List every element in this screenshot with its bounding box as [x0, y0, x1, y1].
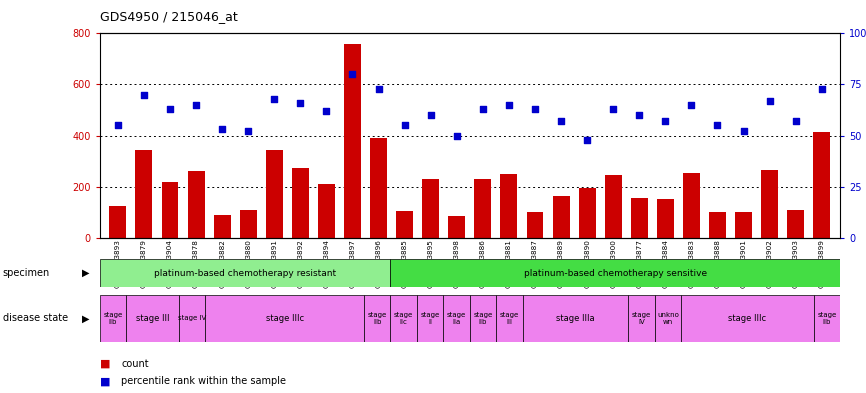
Text: GDS4950 / 215046_at: GDS4950 / 215046_at — [100, 10, 237, 23]
Text: specimen: specimen — [3, 268, 50, 278]
Bar — [205, 295, 364, 342]
Bar — [364, 295, 391, 342]
Text: stage IIIa: stage IIIa — [556, 314, 595, 323]
Point — [215, 126, 229, 132]
Bar — [527, 212, 544, 238]
Point — [397, 122, 411, 129]
Bar — [266, 150, 282, 238]
Bar — [523, 295, 629, 342]
Text: ■: ■ — [100, 358, 110, 369]
Point — [242, 129, 255, 135]
Bar — [162, 182, 178, 238]
Text: stage
IIb: stage IIb — [103, 312, 122, 325]
Text: platinum-based chemotherapy resistant: platinum-based chemotherapy resistant — [154, 269, 336, 277]
Point — [632, 112, 646, 118]
Point — [554, 118, 568, 125]
Point — [815, 85, 829, 92]
Text: stage
IIb: stage IIb — [368, 312, 387, 325]
Text: unkno
wn: unkno wn — [657, 312, 679, 325]
Bar — [240, 209, 256, 238]
Bar — [496, 295, 523, 342]
Point — [189, 102, 203, 108]
Text: ■: ■ — [100, 376, 110, 386]
Bar — [391, 295, 417, 342]
Point — [528, 106, 542, 112]
Point — [711, 122, 725, 129]
Bar — [214, 215, 230, 238]
Bar — [604, 175, 622, 238]
Point — [580, 136, 594, 143]
Point — [320, 108, 333, 114]
Bar — [344, 44, 361, 238]
Bar — [630, 198, 648, 238]
Point — [684, 102, 698, 108]
Text: stage
II: stage II — [421, 312, 440, 325]
Point — [346, 71, 359, 77]
Bar — [449, 216, 465, 238]
Bar — [417, 295, 443, 342]
Point — [449, 132, 463, 139]
Text: stage
III: stage III — [500, 312, 519, 325]
Point — [737, 129, 751, 135]
Bar — [553, 196, 570, 238]
Bar — [396, 211, 413, 238]
Text: stage IIIc: stage IIIc — [728, 314, 766, 323]
Text: stage
IV: stage IV — [632, 312, 651, 325]
Point — [423, 112, 437, 118]
Text: stage
IIb: stage IIb — [818, 312, 837, 325]
Point — [502, 102, 516, 108]
Bar — [709, 212, 726, 238]
Point — [294, 100, 307, 106]
Point — [372, 85, 385, 92]
Point — [658, 118, 672, 125]
Bar — [469, 295, 496, 342]
Text: stage III: stage III — [136, 314, 169, 323]
Point — [268, 95, 281, 102]
Bar — [475, 179, 491, 238]
Text: ▶: ▶ — [81, 313, 89, 323]
Text: platinum-based chemotherapy sensitive: platinum-based chemotherapy sensitive — [524, 269, 707, 277]
Point — [476, 106, 490, 112]
Bar — [683, 173, 700, 238]
Bar — [100, 295, 126, 342]
Point — [763, 98, 777, 104]
Bar — [813, 132, 830, 238]
Point — [163, 106, 177, 112]
Point — [789, 118, 803, 125]
Bar — [657, 199, 674, 238]
Bar — [682, 295, 813, 342]
Bar — [370, 138, 387, 238]
Point — [606, 106, 620, 112]
Text: stage
IIa: stage IIa — [447, 312, 466, 325]
Text: stage
IIc: stage IIc — [394, 312, 413, 325]
Text: stage IIIc: stage IIIc — [266, 314, 304, 323]
Bar — [655, 295, 682, 342]
Point — [137, 92, 151, 98]
Text: ▶: ▶ — [81, 268, 89, 278]
Bar — [179, 295, 205, 342]
Text: count: count — [121, 358, 149, 369]
Bar — [443, 295, 469, 342]
Bar — [109, 206, 126, 238]
Text: stage IV: stage IV — [178, 315, 206, 321]
Bar — [735, 212, 752, 238]
Text: disease state: disease state — [3, 313, 68, 323]
Bar — [318, 184, 335, 238]
Bar — [501, 174, 517, 238]
Bar — [188, 171, 204, 238]
Bar — [135, 150, 152, 238]
Bar — [787, 209, 805, 238]
Text: percentile rank within the sample: percentile rank within the sample — [121, 376, 287, 386]
Bar — [292, 167, 309, 238]
Bar — [126, 295, 179, 342]
Bar — [578, 188, 596, 238]
Bar — [629, 295, 655, 342]
Bar — [100, 259, 391, 287]
Bar — [423, 179, 439, 238]
Bar — [813, 295, 840, 342]
Text: stage
IIb: stage IIb — [474, 312, 493, 325]
Bar — [391, 259, 840, 287]
Bar — [761, 170, 778, 238]
Point — [111, 122, 125, 129]
